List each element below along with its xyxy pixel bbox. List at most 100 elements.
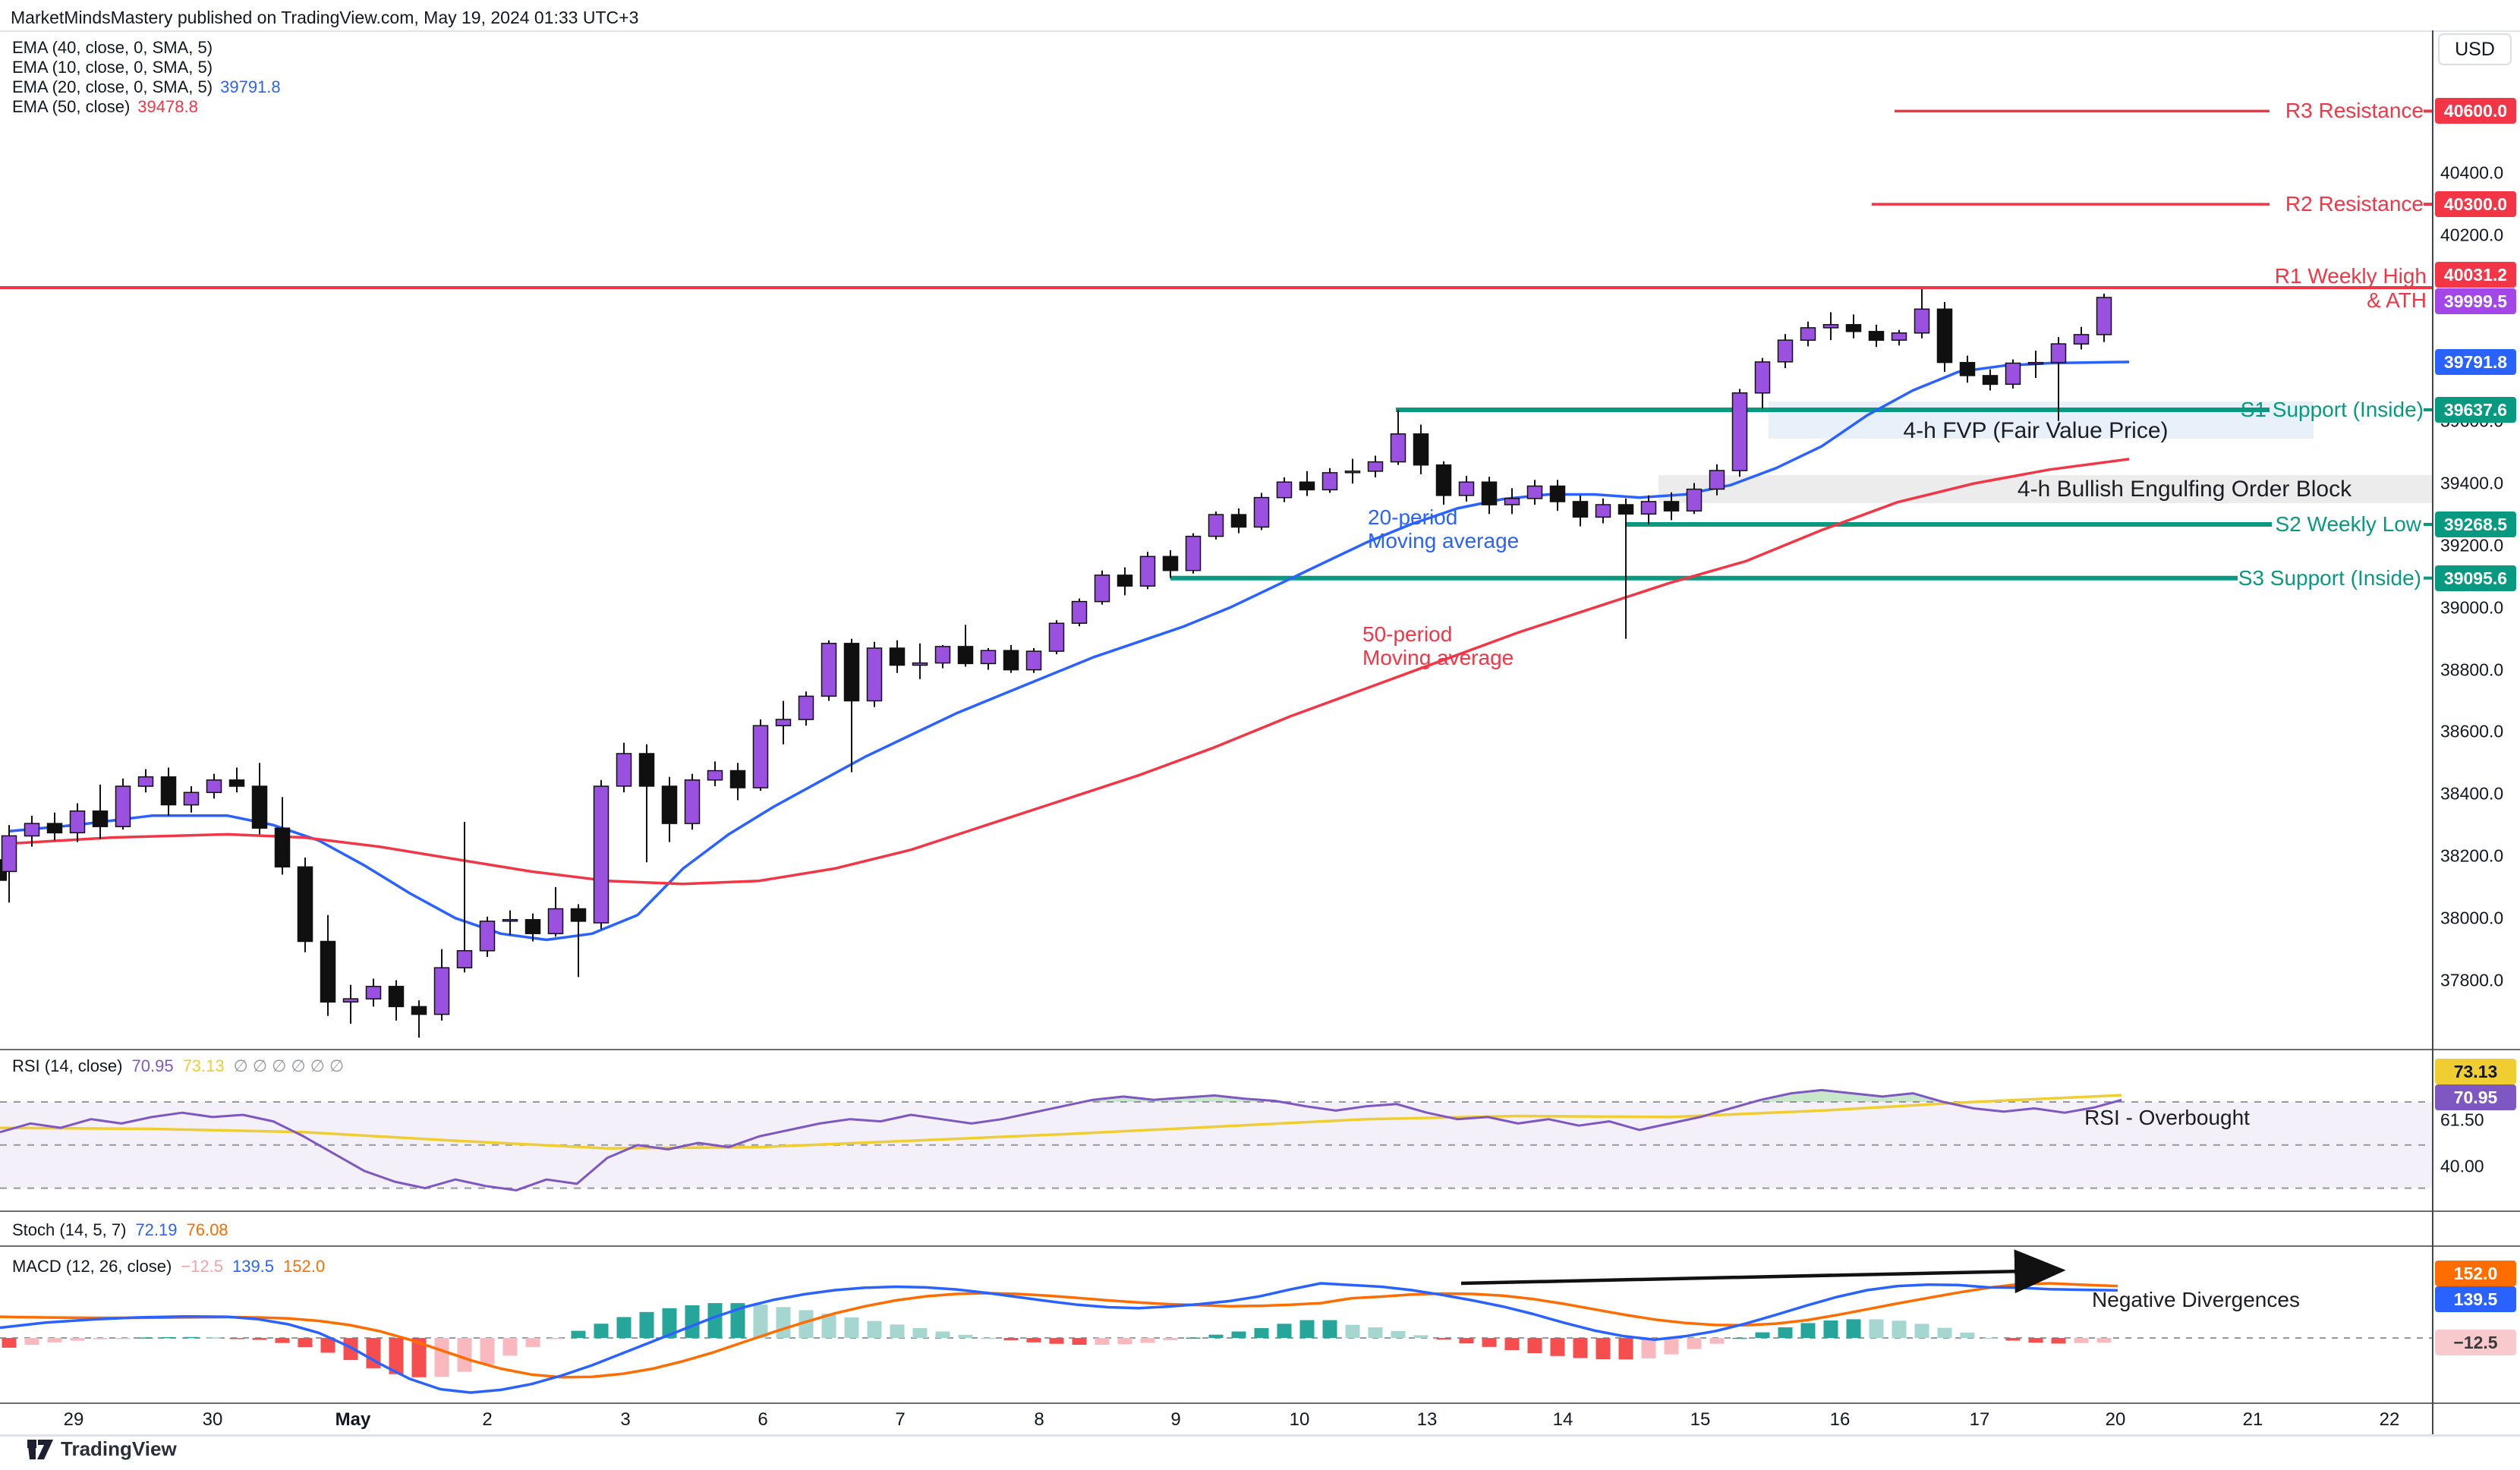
macd-hist-bar xyxy=(1709,1338,1725,1344)
candle-body xyxy=(1822,324,1839,329)
macd-hist-bar xyxy=(1504,1338,1520,1350)
r1-badge: 40031.2 xyxy=(2435,262,2516,288)
negative-divergences-annotation[interactable]: Negative Divergences xyxy=(2092,1288,2300,1311)
candle-body xyxy=(137,776,154,787)
candle-body xyxy=(752,725,769,789)
stoch-macd-divider[interactable] xyxy=(0,1245,2520,1247)
candle-body xyxy=(24,823,40,837)
r2-resistance-label[interactable]: R2 Resistance xyxy=(2285,192,2424,216)
order-block-annotation[interactable]: 4-h Bullish Engulfing Order Block xyxy=(2017,477,2352,502)
support-resistance-lines[interactable] xyxy=(1170,109,2432,581)
macd-hist-bar xyxy=(1459,1338,1474,1344)
macd-hist-bar xyxy=(1322,1320,1337,1338)
candle-body xyxy=(866,647,883,702)
rsi-tick-label: 40.00 xyxy=(2440,1156,2484,1176)
macd-hist-bar xyxy=(1527,1338,1542,1353)
price-tick-label: 37800.0 xyxy=(2440,970,2504,990)
rsi-overbought-annotation[interactable]: RSI - Overbought xyxy=(2084,1106,2250,1129)
rsi-stoch-divider[interactable] xyxy=(0,1210,2520,1212)
candle-body xyxy=(1117,574,1133,587)
macd-hist-bar xyxy=(2005,1338,2021,1341)
price-tick-label: 38000.0 xyxy=(2440,908,2504,928)
macd-hist-bar xyxy=(1186,1337,1201,1339)
ema20-badge: 39791.8 xyxy=(2435,349,2516,375)
tradingview-logo-icon xyxy=(27,1439,53,1459)
s3-support-label[interactable]: S3 Support (Inside) xyxy=(2238,566,2421,590)
candle-body xyxy=(115,785,131,827)
r1-weekly-high-label[interactable]: R1 Weekly High xyxy=(2274,264,2427,288)
macd-hist-bar xyxy=(93,1338,108,1339)
tradingview-logo[interactable]: TradingView xyxy=(27,1437,177,1461)
candle-body xyxy=(1777,339,1794,363)
candle-body xyxy=(2005,362,2021,386)
price-tick-label: 39400.0 xyxy=(2440,473,2504,493)
candle-body xyxy=(1686,488,1703,512)
macd-legend[interactable]: MACD (12, 26, close) −12.5 139.5 152.0 xyxy=(12,1257,326,1276)
macd-pane-graphics xyxy=(0,1282,2433,1394)
candle-body xyxy=(388,986,405,1008)
macd-hist-bar xyxy=(2,1338,17,1348)
macd-hist-bar xyxy=(639,1311,654,1338)
macd-hist-bar xyxy=(685,1305,700,1338)
candle-body xyxy=(1914,308,1930,334)
candle-body xyxy=(342,998,359,1003)
macd-hist-bar xyxy=(1208,1334,1224,1338)
rsi-tick-label: 61.50 xyxy=(2440,1110,2484,1130)
currency-button[interactable]: USD xyxy=(2438,33,2512,65)
r3-resistance-label[interactable]: R3 Resistance xyxy=(2285,99,2424,122)
macd-hist-bar xyxy=(161,1336,176,1339)
macd-hist-bar xyxy=(229,1338,244,1339)
candle-body xyxy=(411,1006,427,1015)
legend-ema20[interactable]: EMA (20, close, 0, SMA, 5) 39791.8 xyxy=(12,77,281,96)
macd-hist-bar xyxy=(389,1338,404,1374)
macd-hist-bar xyxy=(2028,1338,2043,1343)
candle-body xyxy=(2096,297,2112,335)
ma20-annotation[interactable]: 20-period Moving average xyxy=(1368,505,1520,552)
fvp-annotation[interactable]: 4-h FVP (Fair Value Price) xyxy=(1903,418,2169,443)
negative-divergence-arrow[interactable] xyxy=(1460,1249,2066,1294)
stoch-legend[interactable]: Stoch (14, 5, 7) 72.19 76.08 xyxy=(12,1220,228,1239)
macd-hist-bar xyxy=(184,1336,199,1339)
candle-body xyxy=(1367,461,1384,472)
ath-label[interactable]: & ATH xyxy=(2367,288,2427,312)
s2-badge: 39268.5 xyxy=(2435,512,2516,537)
price-tick-label: 38400.0 xyxy=(2440,783,2504,804)
macd-hist-bar xyxy=(502,1338,518,1356)
candle-body xyxy=(843,643,860,702)
candle-body xyxy=(638,753,655,787)
macd-hist-badge: −12.5 xyxy=(2435,1330,2516,1355)
macd-hist-bar xyxy=(981,1337,996,1339)
time-tick-label: 7 xyxy=(895,1409,906,1430)
macd-hist-bar xyxy=(320,1338,335,1353)
macd-hist-bar xyxy=(2074,1338,2089,1343)
legend-ema40[interactable]: EMA (40, close, 0, SMA, 5) xyxy=(12,38,213,57)
s2-weekly-low-label[interactable]: S2 Weekly Low xyxy=(2275,512,2421,536)
price-tick-label: 39000.0 xyxy=(2440,597,2504,618)
ma50-annotation[interactable]: 50-period Moving average xyxy=(1362,622,1514,669)
macd-hist-bar xyxy=(958,1334,973,1338)
rsi-line xyxy=(0,1088,2122,1191)
candle-body xyxy=(251,785,268,829)
rsi-legend[interactable]: RSI (14, close) 70.95 73.13 ∅ ∅ ∅ ∅ ∅ ∅ xyxy=(12,1056,345,1075)
macd-hist-bar xyxy=(1049,1338,1064,1344)
candle-body xyxy=(1754,361,1771,394)
candle-body xyxy=(775,719,792,726)
s1-support-label[interactable]: S1 Support (Inside) xyxy=(2240,398,2424,421)
candle-body xyxy=(1139,556,1156,587)
main-rsi-divider[interactable] xyxy=(0,1049,2520,1050)
candle-body xyxy=(1025,650,1042,671)
legend-ema10[interactable]: EMA (10, close, 0, SMA, 5) xyxy=(12,58,213,77)
candle-body xyxy=(1435,464,1452,496)
legend-ema50[interactable]: EMA (50, close) 39478.8 xyxy=(12,97,198,116)
candle-body xyxy=(570,908,587,922)
candle-body xyxy=(934,646,951,664)
macd-hist-bar xyxy=(70,1338,85,1341)
macd-hist-bar xyxy=(1413,1335,1429,1338)
candle-body xyxy=(206,779,222,793)
candle-body xyxy=(2073,334,2090,345)
macd-hist-bar xyxy=(662,1308,677,1338)
s1-badge: 39637.6 xyxy=(2435,397,2516,423)
macd-hist-bar xyxy=(1914,1324,1929,1338)
macd-hist-bar xyxy=(548,1338,563,1339)
